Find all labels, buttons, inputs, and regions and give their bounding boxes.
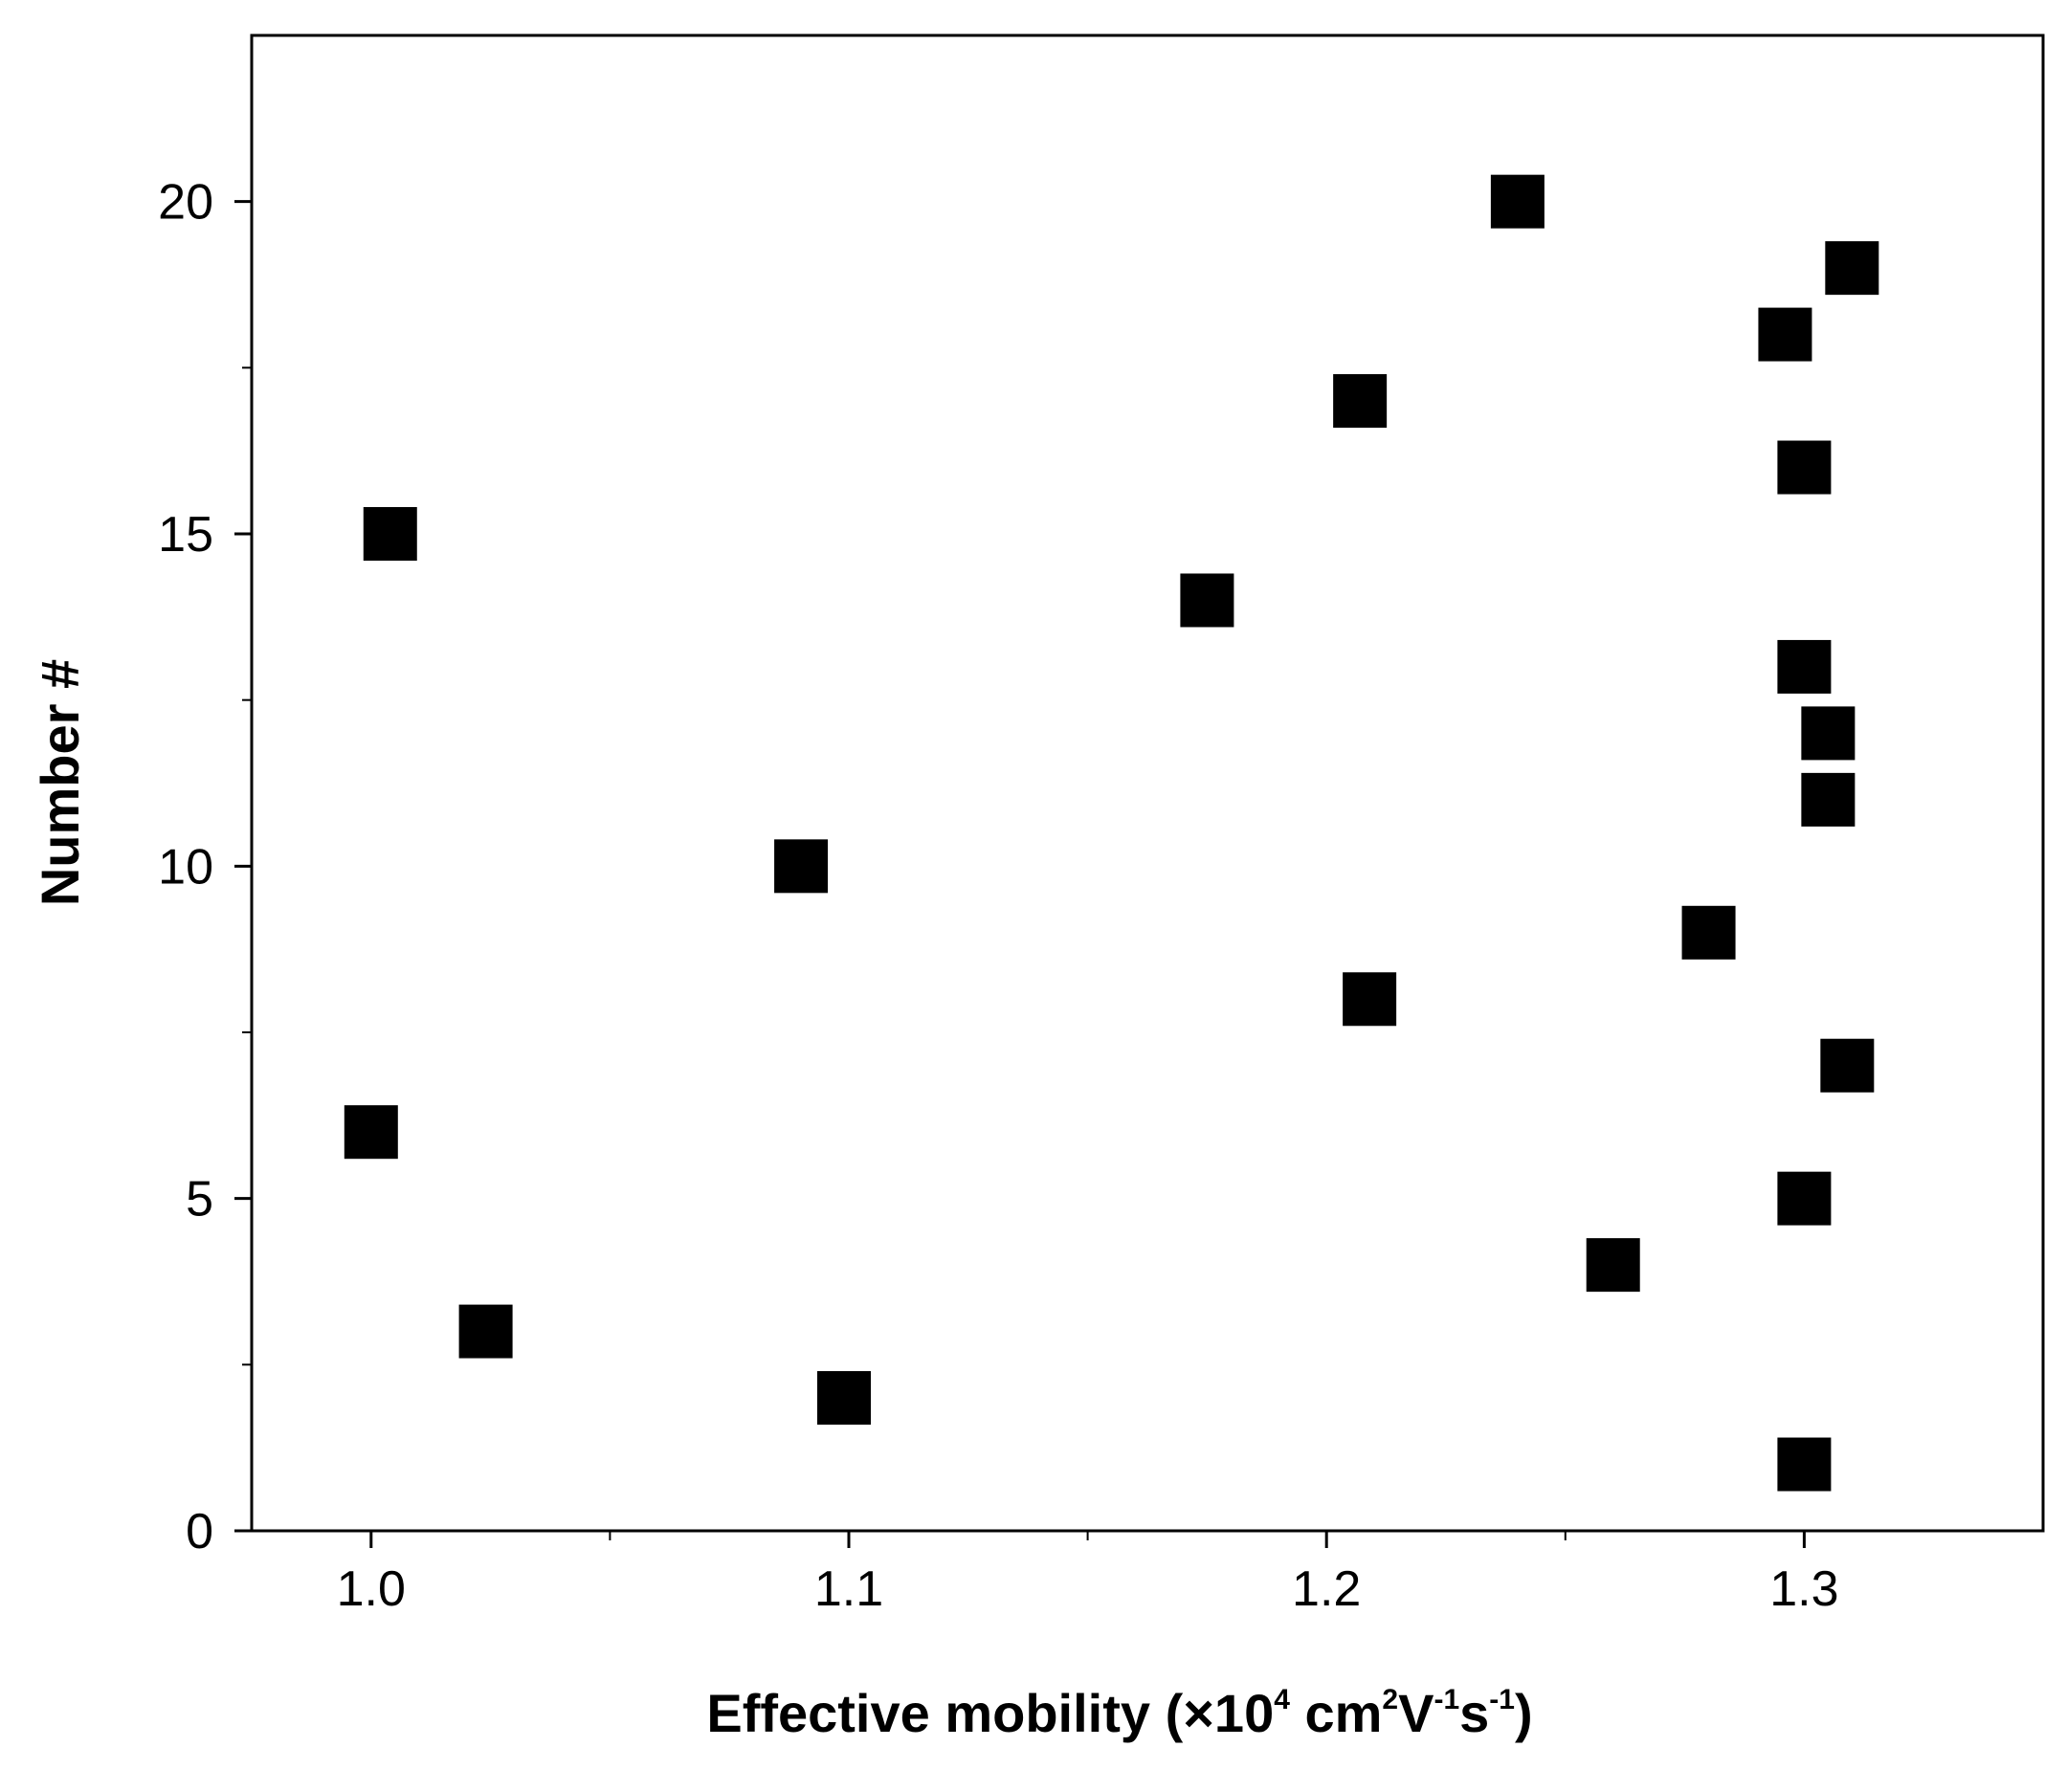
x-axis-title: Effective mobility (×104 cm2V-1s-1)	[706, 1683, 1532, 1743]
data-point	[1777, 1171, 1832, 1226]
x-tick-label: 1.0	[337, 1561, 406, 1617]
data-point	[1777, 440, 1832, 495]
x-tick-label: 1.3	[1769, 1561, 1838, 1617]
plot-frame	[250, 33, 2045, 1533]
x-tick-label: 1.1	[814, 1561, 883, 1617]
data-point	[1820, 1038, 1875, 1093]
data-point	[1825, 241, 1879, 296]
y-tick-label: 5	[186, 1172, 213, 1228]
x-axis-title-expv: -1	[1434, 1684, 1459, 1715]
x-axis-title-v: V	[1398, 1683, 1434, 1743]
data-point	[1586, 1238, 1640, 1293]
x-axis-title-close: )	[1515, 1683, 1533, 1743]
data-point	[363, 507, 417, 561]
data-point	[1758, 307, 1812, 362]
y-axis-title: Number #	[30, 659, 90, 906]
y-tick-label: 15	[158, 507, 213, 563]
data-point	[1681, 905, 1736, 960]
data-point	[1343, 972, 1397, 1027]
data-markers	[344, 174, 1879, 1492]
x-axis-title-s: s	[1459, 1683, 1489, 1743]
data-point	[1490, 174, 1545, 229]
x-axis-title-exps: -1	[1489, 1684, 1515, 1715]
data-point	[458, 1304, 513, 1359]
y-tick-label: 20	[158, 175, 213, 231]
x-axis-title-main: Effective mobility (×10	[706, 1683, 1274, 1743]
y-tick-label: 0	[186, 1504, 213, 1560]
data-point	[817, 1371, 872, 1426]
data-point	[1777, 1437, 1832, 1492]
data-point	[1801, 772, 1856, 827]
axis-tick-labels: 1.0 1.1 1.2 1.3 0 5 10 15 20	[158, 175, 1838, 1617]
data-point	[1777, 639, 1832, 694]
data-point	[1180, 573, 1234, 628]
x-axis-title-exp4: 4	[1274, 1684, 1290, 1715]
data-point	[774, 839, 829, 894]
data-point	[1333, 374, 1388, 429]
x-axis-title-cm: cm	[1290, 1683, 1383, 1743]
data-point	[1801, 706, 1856, 761]
data-point	[344, 1105, 398, 1160]
x-axis-title-exp2: 2	[1382, 1684, 1398, 1715]
x-tick-label: 1.2	[1292, 1561, 1361, 1617]
axis-ticks	[234, 200, 1806, 1548]
y-tick-label: 10	[158, 839, 213, 895]
